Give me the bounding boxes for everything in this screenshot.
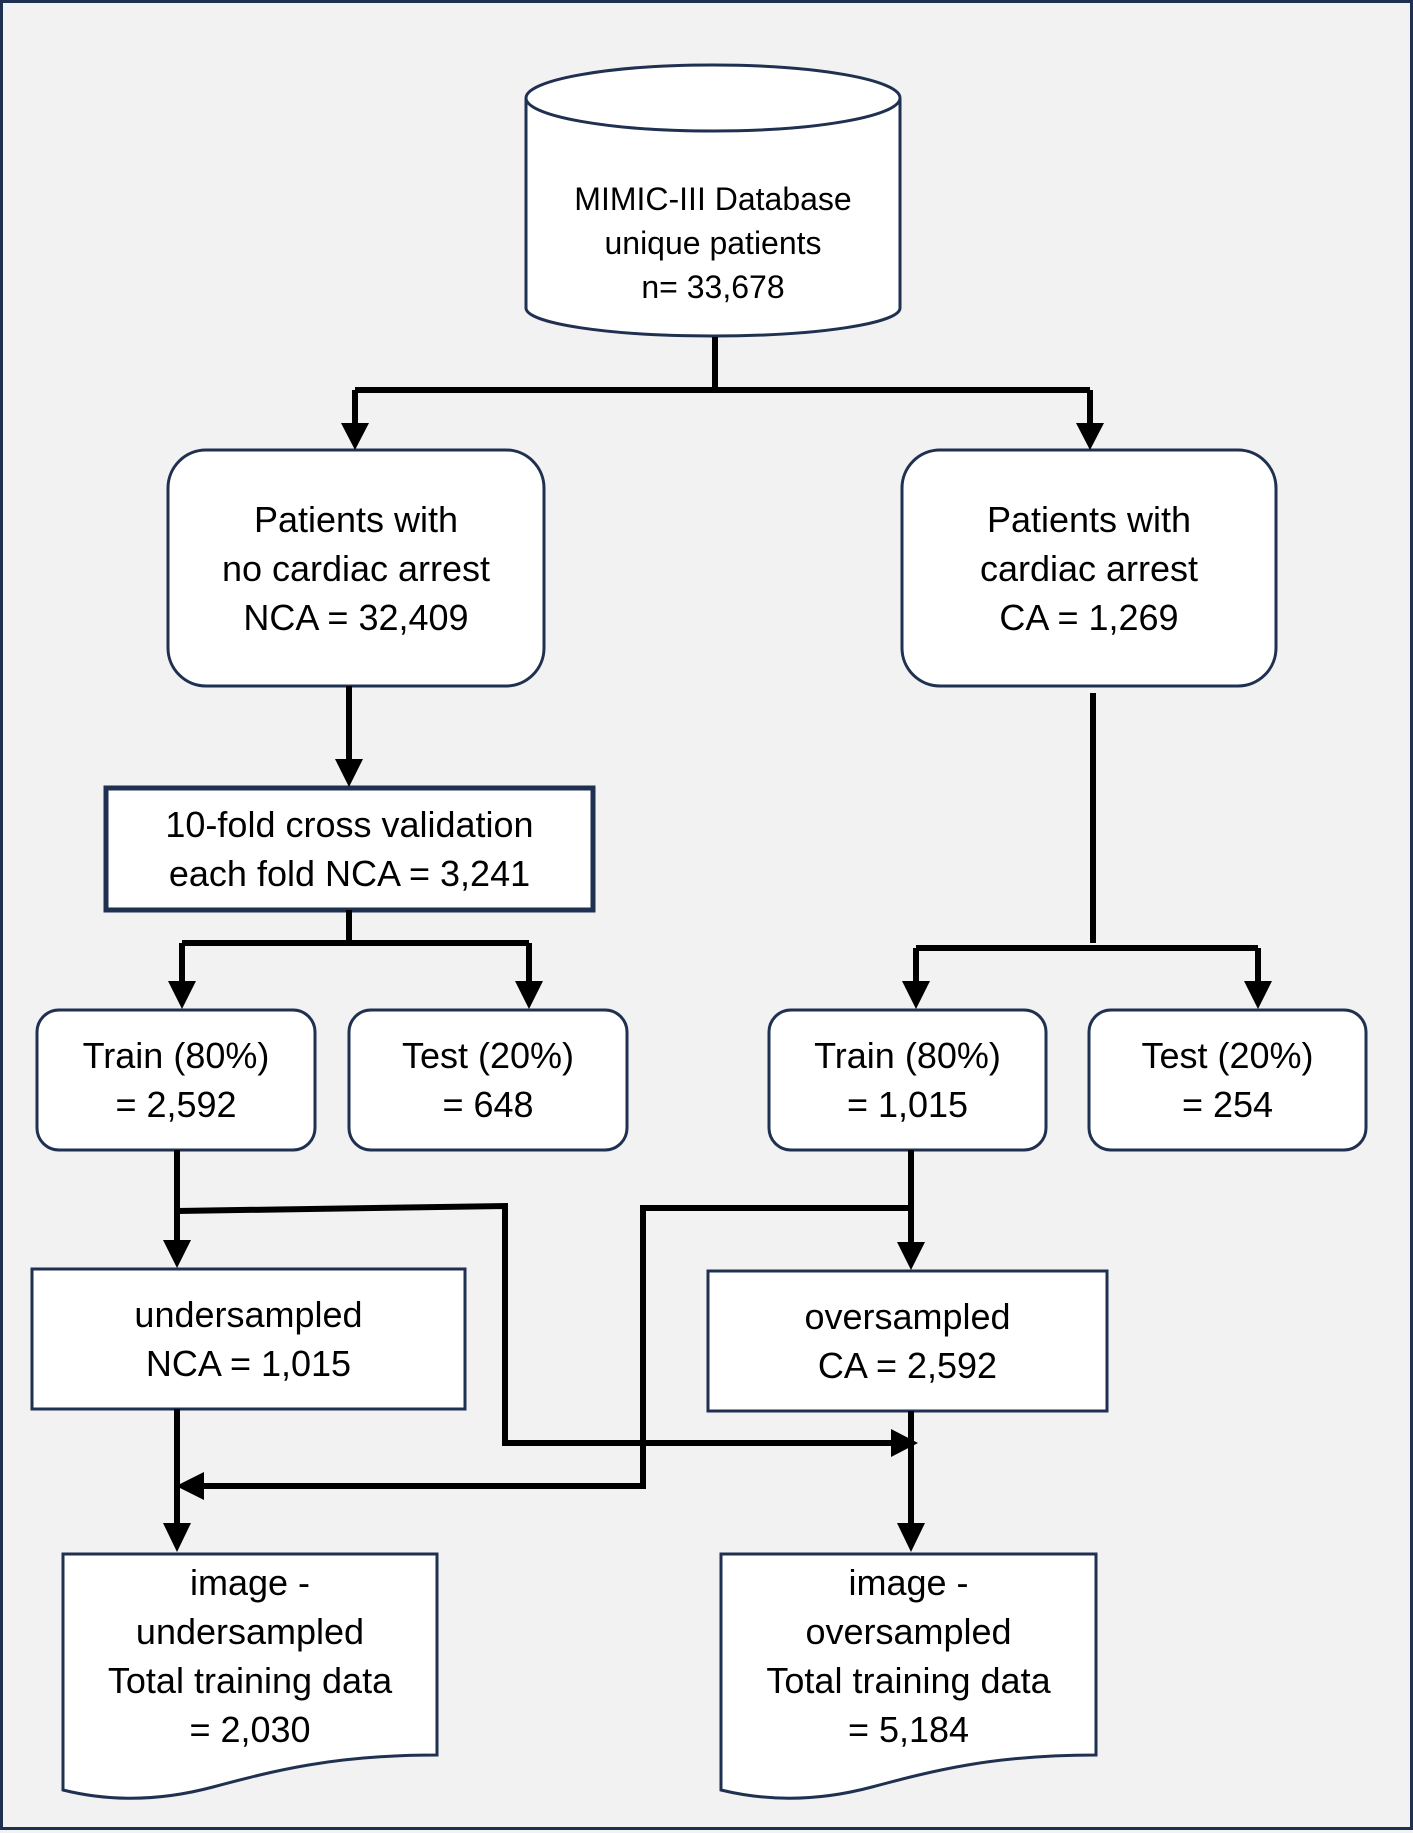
undersampled-box [30,1267,467,1411]
undersampled-line2: NCA = 1,015 [145,1343,352,1384]
image-oversampled-line3: Total training data [766,1660,1051,1701]
database-subtitle: unique patients [604,225,822,261]
undersampled-label: undersampled NCA = 1,015 [32,1269,465,1409]
nca-group-line2: no cardiac arrest [221,547,491,589]
cross-validation-box [103,785,596,913]
cross-validation-line1: 10-fold cross validation [165,804,534,845]
ca-test-label: Test (20%) = 254 [1089,1010,1366,1150]
ca-train-box [767,1008,1048,1152]
undersampled-line1: undersampled [134,1294,363,1335]
flowchart-graphics [30,63,1368,1800]
oversampled-line2: CA = 2,592 [817,1345,998,1386]
ca-test-box [1087,1008,1368,1152]
nca-train-label: Train (80%) = 2,592 [37,1010,315,1150]
nca-train-line1: Train (80%) [82,1035,270,1076]
image-undersampled-doc [61,1552,439,1800]
image-oversampled-total: = 5,184 [847,1709,970,1750]
arrowheads [163,423,1272,1552]
oversampled-line1: oversampled [804,1296,1011,1337]
image-oversampled-label: image - oversampled Total training data … [721,1558,1096,1754]
nca-test-line1: Test (20%) [401,1035,575,1076]
image-undersampled-line1: image - [189,1562,311,1603]
ca-group-count: CA = 1,269 [999,596,1179,638]
database-count: n= 33,678 [641,269,785,305]
image-oversampled-line2: oversampled [805,1611,1012,1652]
ca-group-box [900,448,1278,688]
ca-test-line2: = 254 [1181,1084,1274,1125]
ca-group-line1: Patients with [986,498,1192,540]
cross-validation-label: 10-fold cross validation each fold NCA =… [106,788,593,910]
image-undersampled-total: = 2,030 [189,1709,311,1750]
oversampled-label: oversampled CA = 2,592 [708,1271,1107,1411]
image-undersampled-line2: undersampled [135,1611,365,1652]
image-oversampled-doc [719,1552,1098,1800]
nca-group-box [166,448,546,688]
ca-train-label: Train (80%) = 1,015 [769,1010,1046,1150]
connectors [174,337,1261,1525]
ca-group-line2: cardiac arrest [979,547,1199,589]
ca-train-line1: Train (80%) [814,1035,1001,1076]
database-title: MIMIC-III Database [574,181,852,217]
image-undersampled-line3: Total training data [107,1660,393,1701]
nca-test-line2: = 648 [442,1084,534,1125]
cross-validation-line2: each fold NCA = 3,241 [168,853,531,894]
image-undersampled-label: image - undersampled Total training data… [63,1558,437,1754]
nca-group-label: Patients with no cardiac arrest NCA = 32… [168,450,544,686]
nca-group-count: NCA = 32,409 [243,596,469,638]
nca-train-line2: = 2,592 [115,1084,237,1125]
ca-train-line2: = 1,015 [846,1084,969,1125]
oversampled-box [706,1269,1109,1413]
nca-test-label: Test (20%) = 648 [349,1010,627,1150]
nca-group-line1: Patients with [253,498,459,540]
ca-group-label: Patients with cardiac arrest CA = 1,269 [902,450,1276,686]
nca-test-box [347,1008,629,1152]
image-oversampled-line1: image - [848,1562,969,1603]
database-cylinder-shape [524,63,902,338]
ca-test-line1: Test (20%) [1141,1035,1314,1076]
database-label: MIMIC-III Database unique patients n= 33… [526,173,900,313]
